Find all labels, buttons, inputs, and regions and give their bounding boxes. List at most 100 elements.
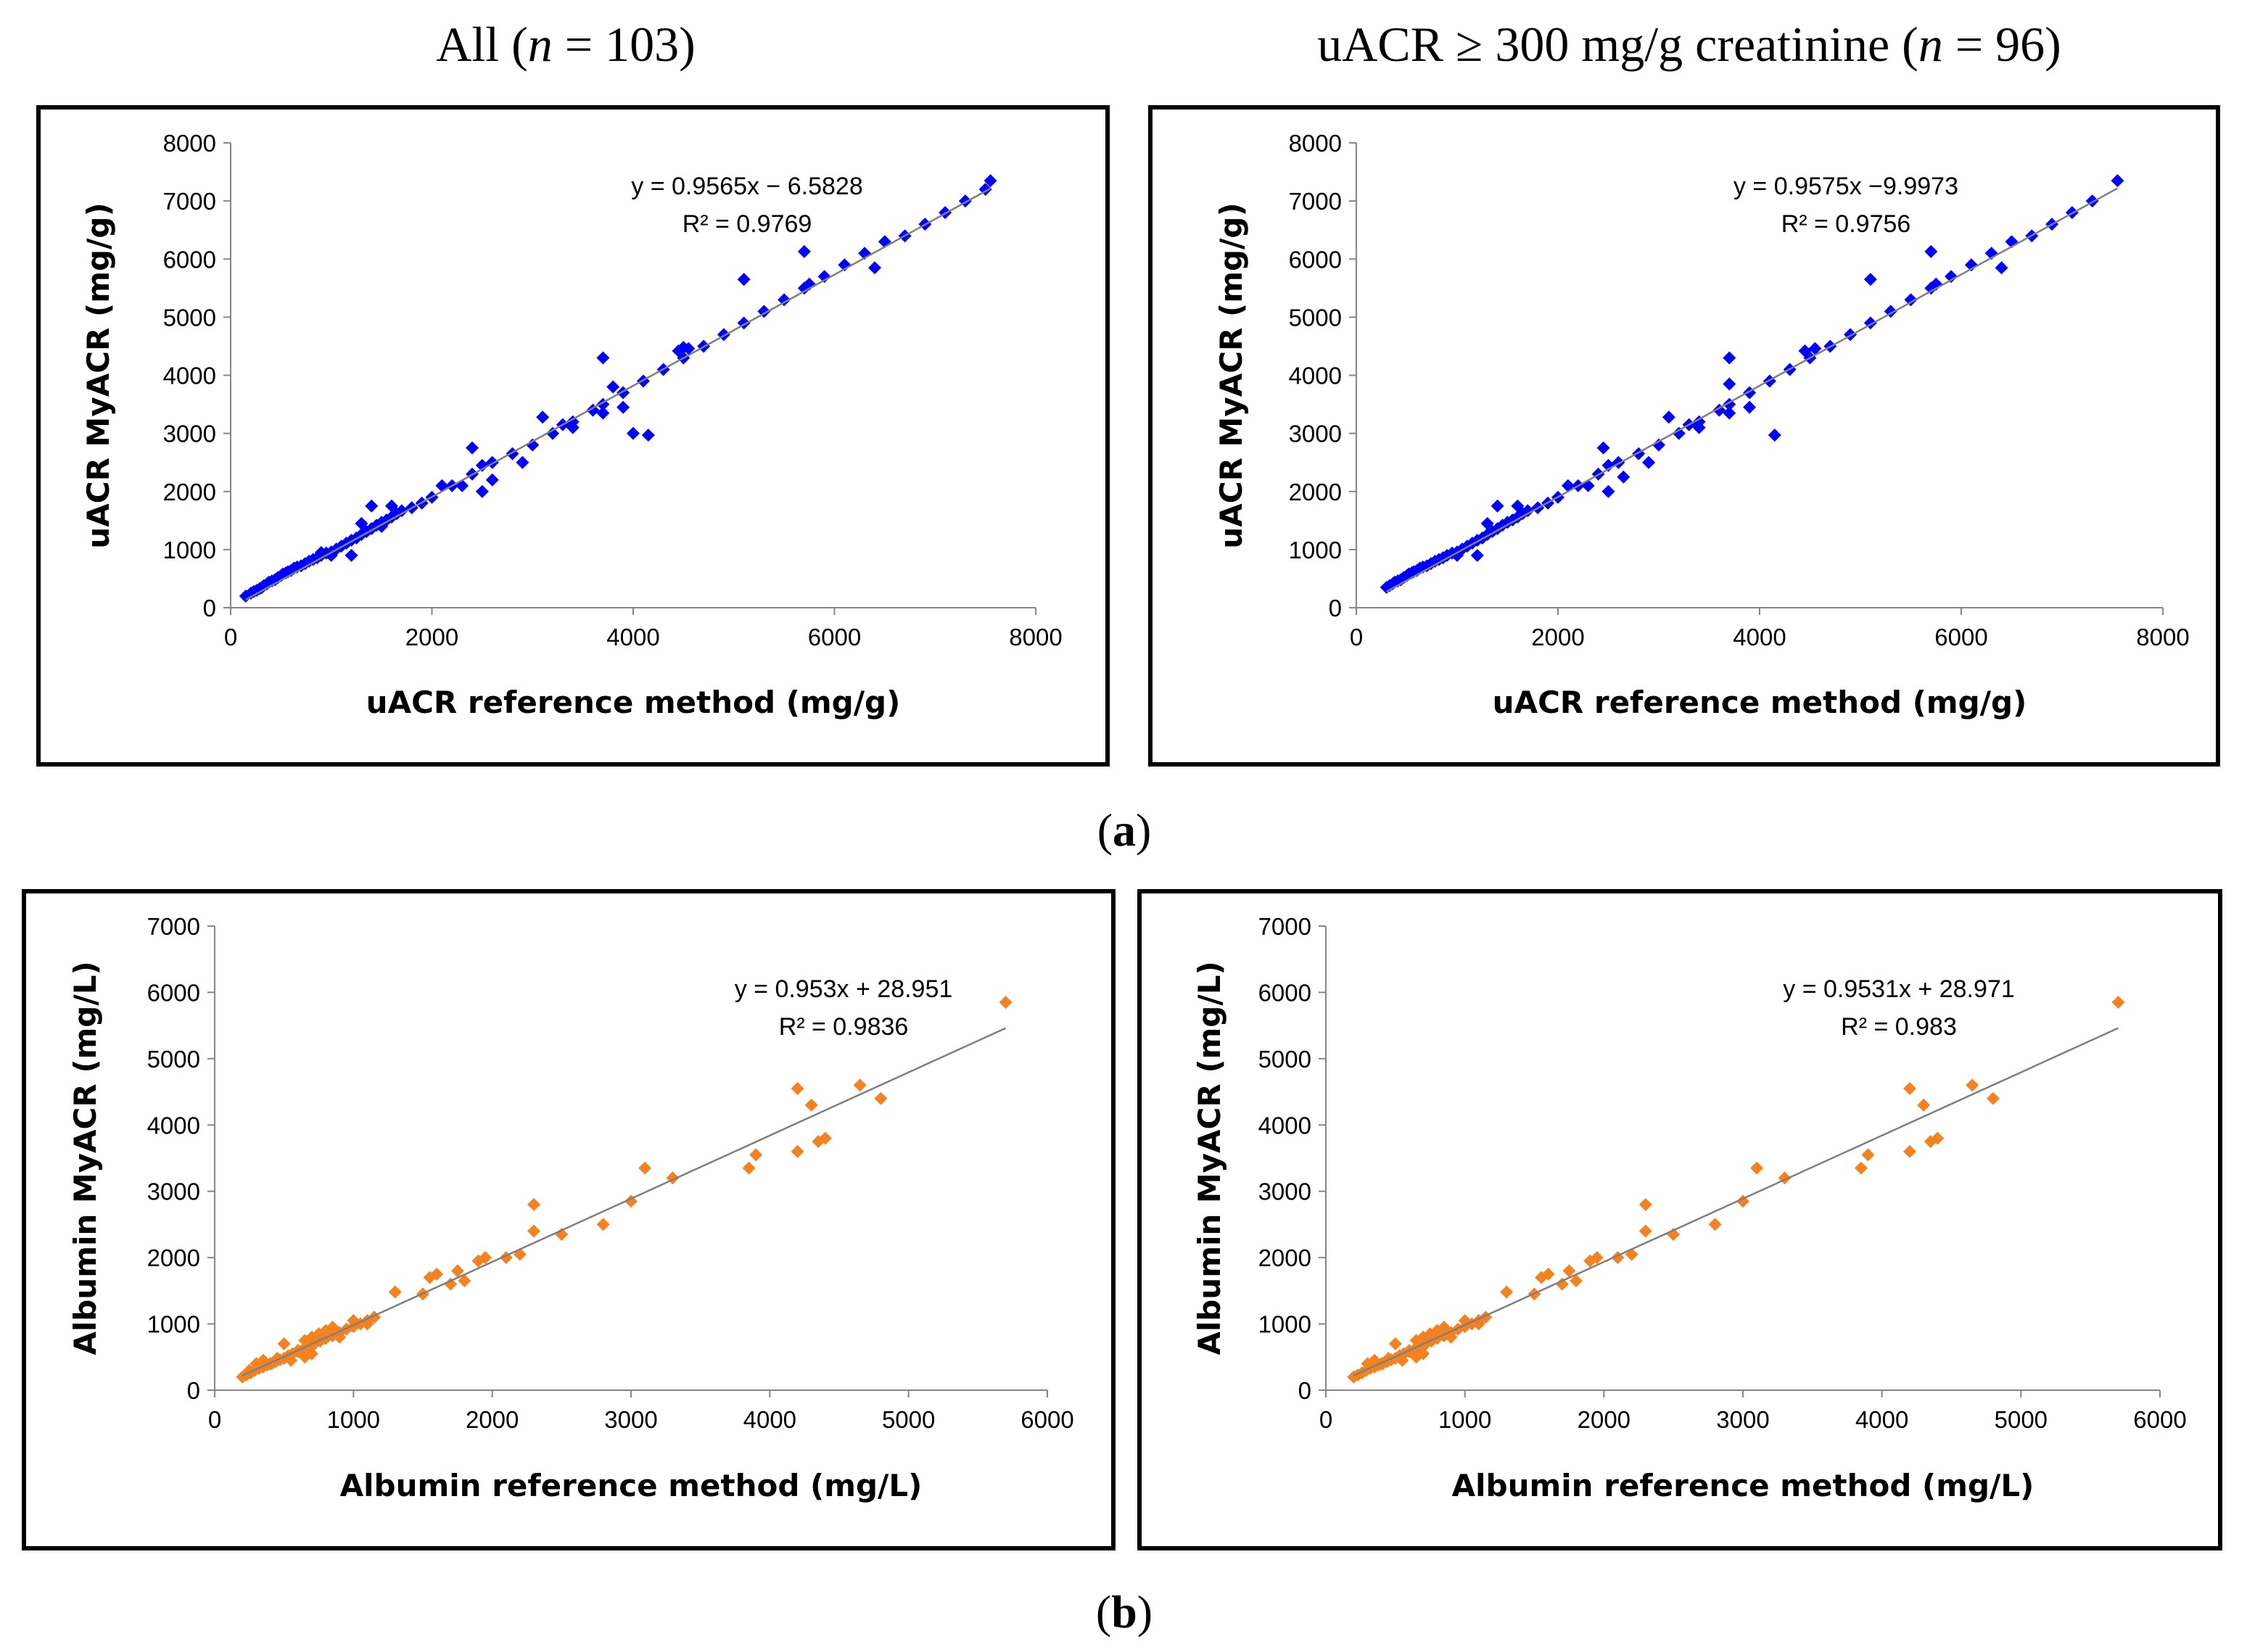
data-point <box>627 426 640 440</box>
y-tick-label: 3000 <box>1258 1178 1311 1205</box>
data-point <box>2111 996 2125 1009</box>
data-point <box>791 1144 804 1158</box>
data-point <box>345 548 358 562</box>
data-point <box>365 499 379 513</box>
data-point <box>1642 455 1656 469</box>
data-point <box>596 406 610 420</box>
data-point <box>1798 344 1812 358</box>
data-point <box>1561 479 1575 492</box>
panel-label-b: (b) <box>1095 1586 1153 1637</box>
x-tick-label: 0 <box>224 624 237 651</box>
data-point <box>298 1350 312 1364</box>
data-point <box>1638 1198 1652 1211</box>
x-tick-label: 1000 <box>1438 1406 1491 1433</box>
data-point <box>1903 1144 1916 1158</box>
x-tick-label: 6000 <box>2133 1406 2186 1433</box>
y-axis-label: Albumin MyACR (mg/L) <box>67 961 103 1355</box>
data-point <box>682 342 696 355</box>
data-point <box>2111 174 2124 188</box>
data-point <box>1451 548 1464 562</box>
x-tick-label: 4000 <box>1855 1406 1908 1433</box>
data-point <box>1617 470 1630 484</box>
y-tick-label: 6000 <box>1289 246 1342 273</box>
data-point <box>1808 342 1822 355</box>
chart-frame-a-all <box>36 105 1110 767</box>
data-point <box>817 270 831 284</box>
data-point <box>1743 400 1757 414</box>
x-tick-label: 0 <box>208 1406 221 1433</box>
y-tick-label: 8000 <box>163 130 216 157</box>
regression-equation: y = 0.9531x + 28.971 <box>1783 975 2014 1003</box>
y-tick-label: 2000 <box>147 1244 200 1271</box>
y-tick-label: 3000 <box>1289 421 1342 447</box>
data-point <box>526 438 540 452</box>
data-point <box>1723 406 1736 420</box>
data-point <box>749 1148 763 1162</box>
data-point <box>1601 458 1615 472</box>
data-point <box>617 400 630 414</box>
x-tick-label: 5000 <box>882 1406 935 1433</box>
data-point <box>1601 484 1615 498</box>
data-point <box>641 429 655 442</box>
x-tick-label: 4000 <box>1733 624 1786 651</box>
x-tick-label: 4000 <box>606 624 659 651</box>
data-point <box>1395 1353 1409 1367</box>
r-squared-label: R² = 0.9756 <box>1781 210 1911 238</box>
data-point <box>485 473 499 487</box>
y-tick-label: 5000 <box>163 304 216 331</box>
data-point <box>444 1277 458 1291</box>
y-tick-label: 7000 <box>1289 188 1342 215</box>
data-point <box>1662 410 1675 424</box>
y-tick-label: 1000 <box>1289 537 1342 563</box>
data-point <box>1511 499 1525 513</box>
data-point <box>284 1353 298 1367</box>
data-point <box>277 1337 291 1350</box>
data-point <box>324 548 338 562</box>
data-point <box>1723 377 1736 391</box>
data-point <box>1491 499 1504 513</box>
y-tick-label: 4000 <box>163 363 216 389</box>
data-point <box>546 426 559 440</box>
data-point <box>326 1321 339 1334</box>
data-point <box>596 351 610 365</box>
data-point <box>527 1198 541 1211</box>
r-squared-label: R² = 0.983 <box>1841 1013 1957 1041</box>
data-point <box>1521 504 1535 518</box>
r-squared-label: R² = 0.9769 <box>683 210 812 238</box>
data-point <box>737 273 751 286</box>
x-tick-label: 5000 <box>1995 1406 2048 1433</box>
data-point <box>778 293 791 307</box>
data-point <box>1692 421 1706 434</box>
data-point <box>1541 1268 1555 1281</box>
chart-frame-a-high <box>1148 105 2220 767</box>
data-point <box>1437 1321 1451 1334</box>
data-point <box>475 458 489 472</box>
trend-line <box>245 187 991 601</box>
data-point <box>395 504 408 518</box>
y-tick-label: 0 <box>1329 595 1342 621</box>
x-tick-label: 4000 <box>743 1406 796 1433</box>
data-point <box>435 479 449 492</box>
data-point <box>804 1098 818 1112</box>
data-point <box>1562 1264 1576 1278</box>
x-axis-label: uACR reference method (mg/g) <box>1493 685 2027 720</box>
data-point <box>596 1218 610 1231</box>
y-tick-label: 0 <box>1298 1377 1311 1404</box>
y-tick-label: 2000 <box>1289 479 1342 505</box>
y-tick-label: 1000 <box>163 537 216 563</box>
data-point <box>1863 273 1877 286</box>
y-tick-label: 5000 <box>1289 304 1342 331</box>
y-tick-label: 6000 <box>147 979 200 1006</box>
x-axis-label: Albumin reference method (mg/L) <box>340 1468 923 1503</box>
data-point <box>1768 429 1781 442</box>
data-point <box>1500 1285 1514 1299</box>
data-point <box>475 484 489 498</box>
y-tick-label: 0 <box>203 595 216 621</box>
y-tick-label: 5000 <box>1258 1046 1311 1073</box>
y-tick-label: 3000 <box>147 1178 200 1205</box>
data-point <box>1723 351 1736 365</box>
chart-frame-b-high <box>1137 889 2222 1550</box>
data-point <box>1672 426 1686 440</box>
data-point <box>1596 441 1610 455</box>
x-tick-label: 8000 <box>1009 624 1062 651</box>
